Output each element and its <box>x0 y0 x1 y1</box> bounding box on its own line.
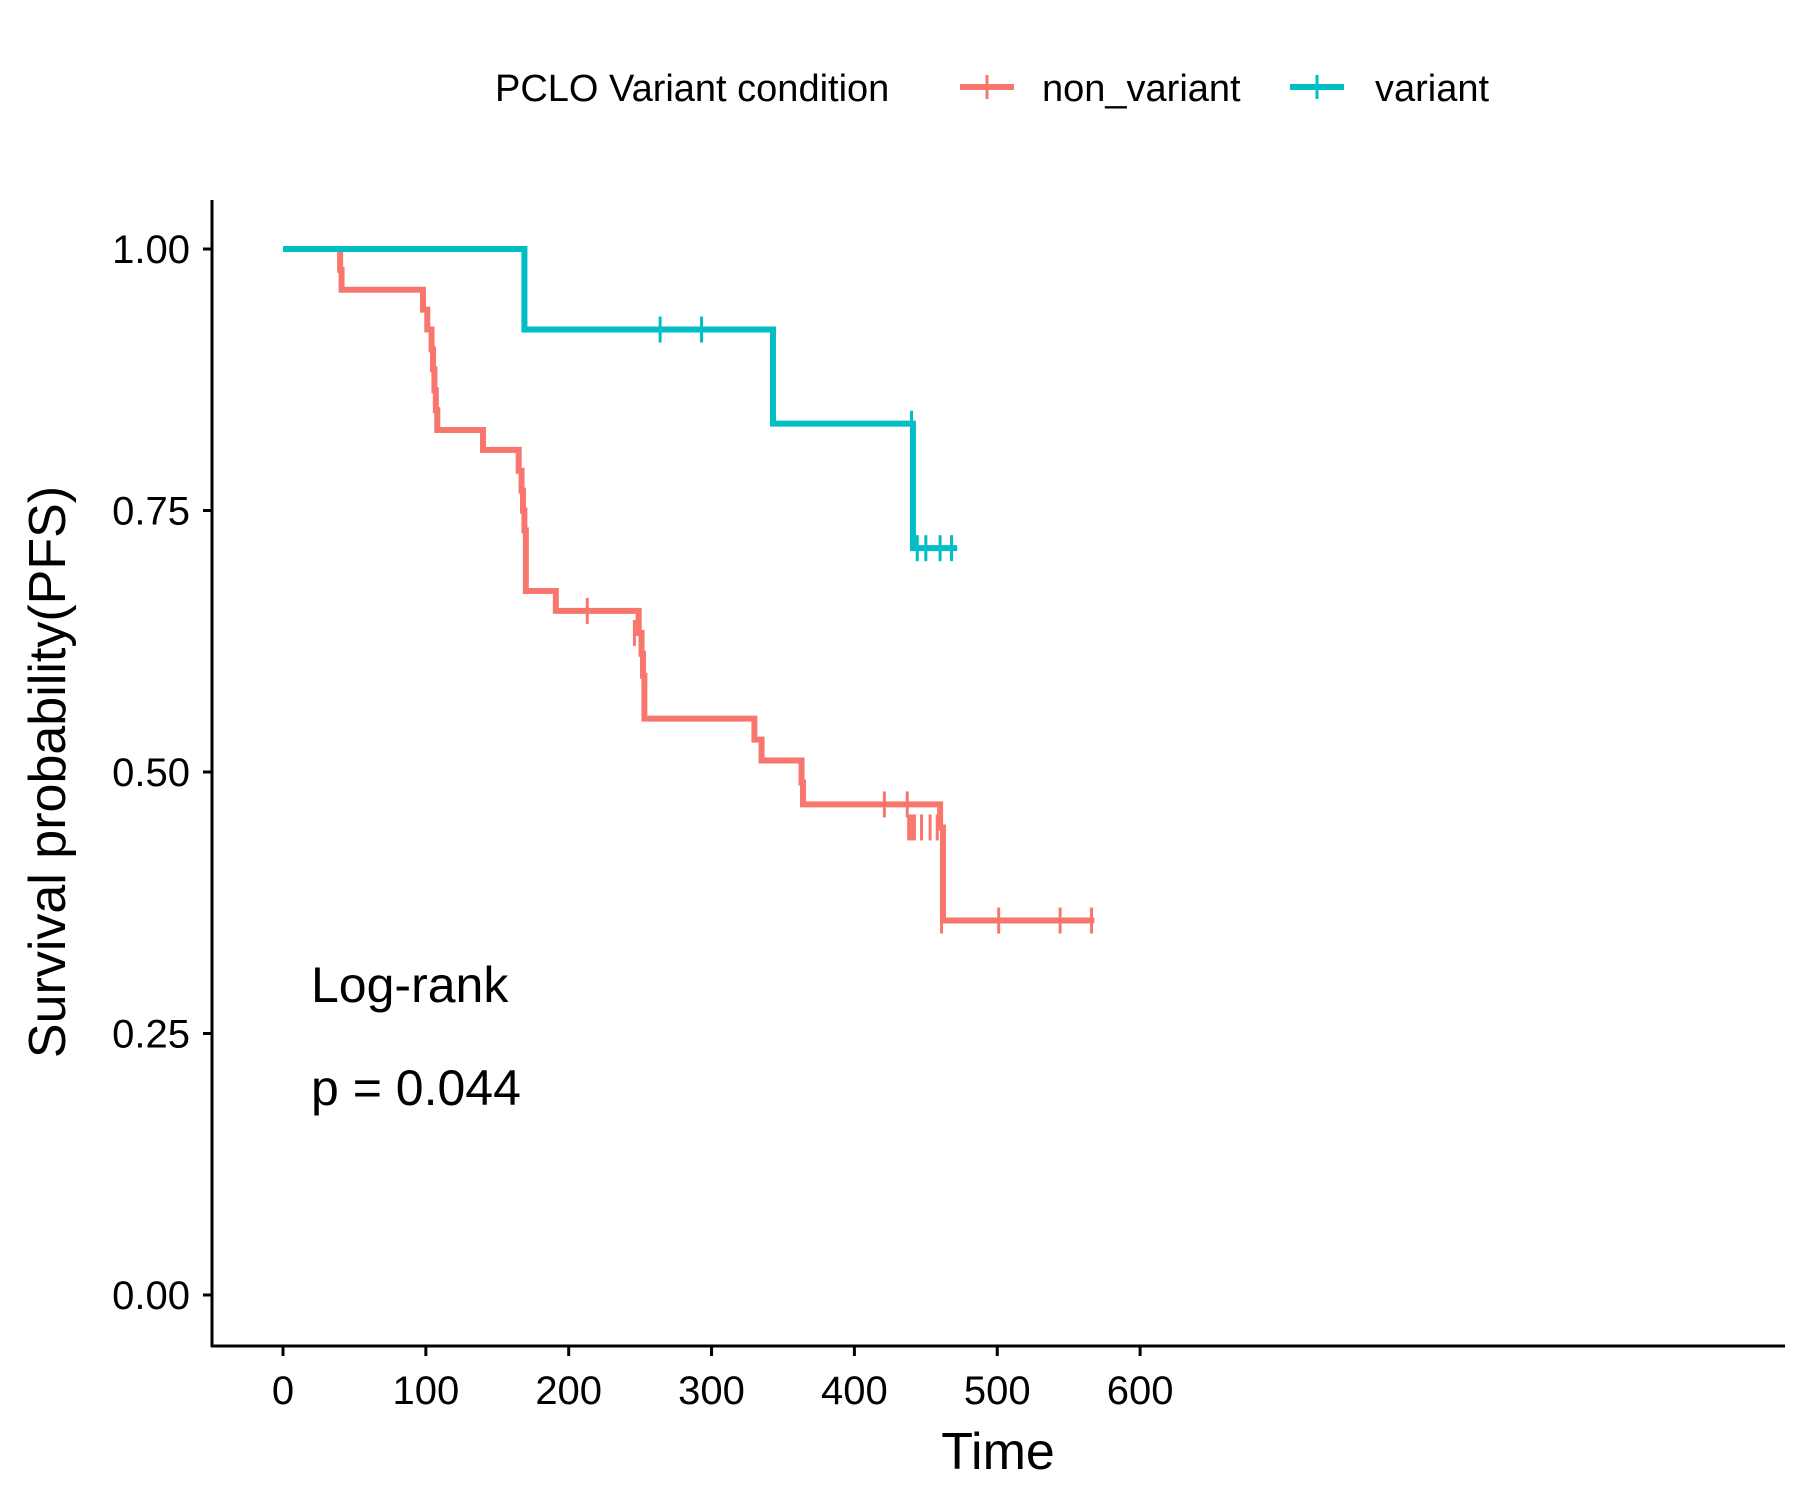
y-tick-label: 0.25 <box>112 1013 190 1057</box>
x-tick-label: 600 <box>1107 1369 1174 1413</box>
x-tick-label: 400 <box>821 1369 888 1413</box>
plot-area <box>283 246 1095 934</box>
x-tick-label: 300 <box>678 1369 745 1413</box>
y-tick-label: 0.75 <box>112 490 190 534</box>
x-tick-label: 500 <box>964 1369 1031 1413</box>
survival-line-non-variant <box>283 246 1095 924</box>
x-axis-title: Time <box>941 1423 1055 1481</box>
x-tick-label: 200 <box>535 1369 602 1413</box>
y-tick-label: 0.50 <box>112 751 190 795</box>
legend-label-variant: variant <box>1375 68 1489 110</box>
legend-label-non-variant: non_variant <box>1042 68 1241 110</box>
x-tick-label: 0 <box>272 1369 294 1413</box>
legend-key-non-variant <box>960 75 1014 99</box>
p-value-label: p = 0.044 <box>311 1060 521 1116</box>
logrank-label: Log-rank <box>311 957 509 1013</box>
survival-line-variant <box>283 246 958 552</box>
y-tick-label: 1.00 <box>112 228 190 272</box>
legend: PCLO Variant condition non_variant varia… <box>495 68 1489 110</box>
legend-key-variant <box>1290 75 1344 99</box>
x-tick-label: 100 <box>392 1369 459 1413</box>
axes-ticks: 0.00 0.25 0.50 0.75 1.00 0 100 200 300 400 500 600 <box>112 228 1173 1413</box>
legend-title: PCLO Variant condition <box>495 68 889 110</box>
y-axis-title: Survival probability(PFS) <box>19 486 77 1058</box>
y-tick-label: 0.00 <box>112 1274 190 1318</box>
